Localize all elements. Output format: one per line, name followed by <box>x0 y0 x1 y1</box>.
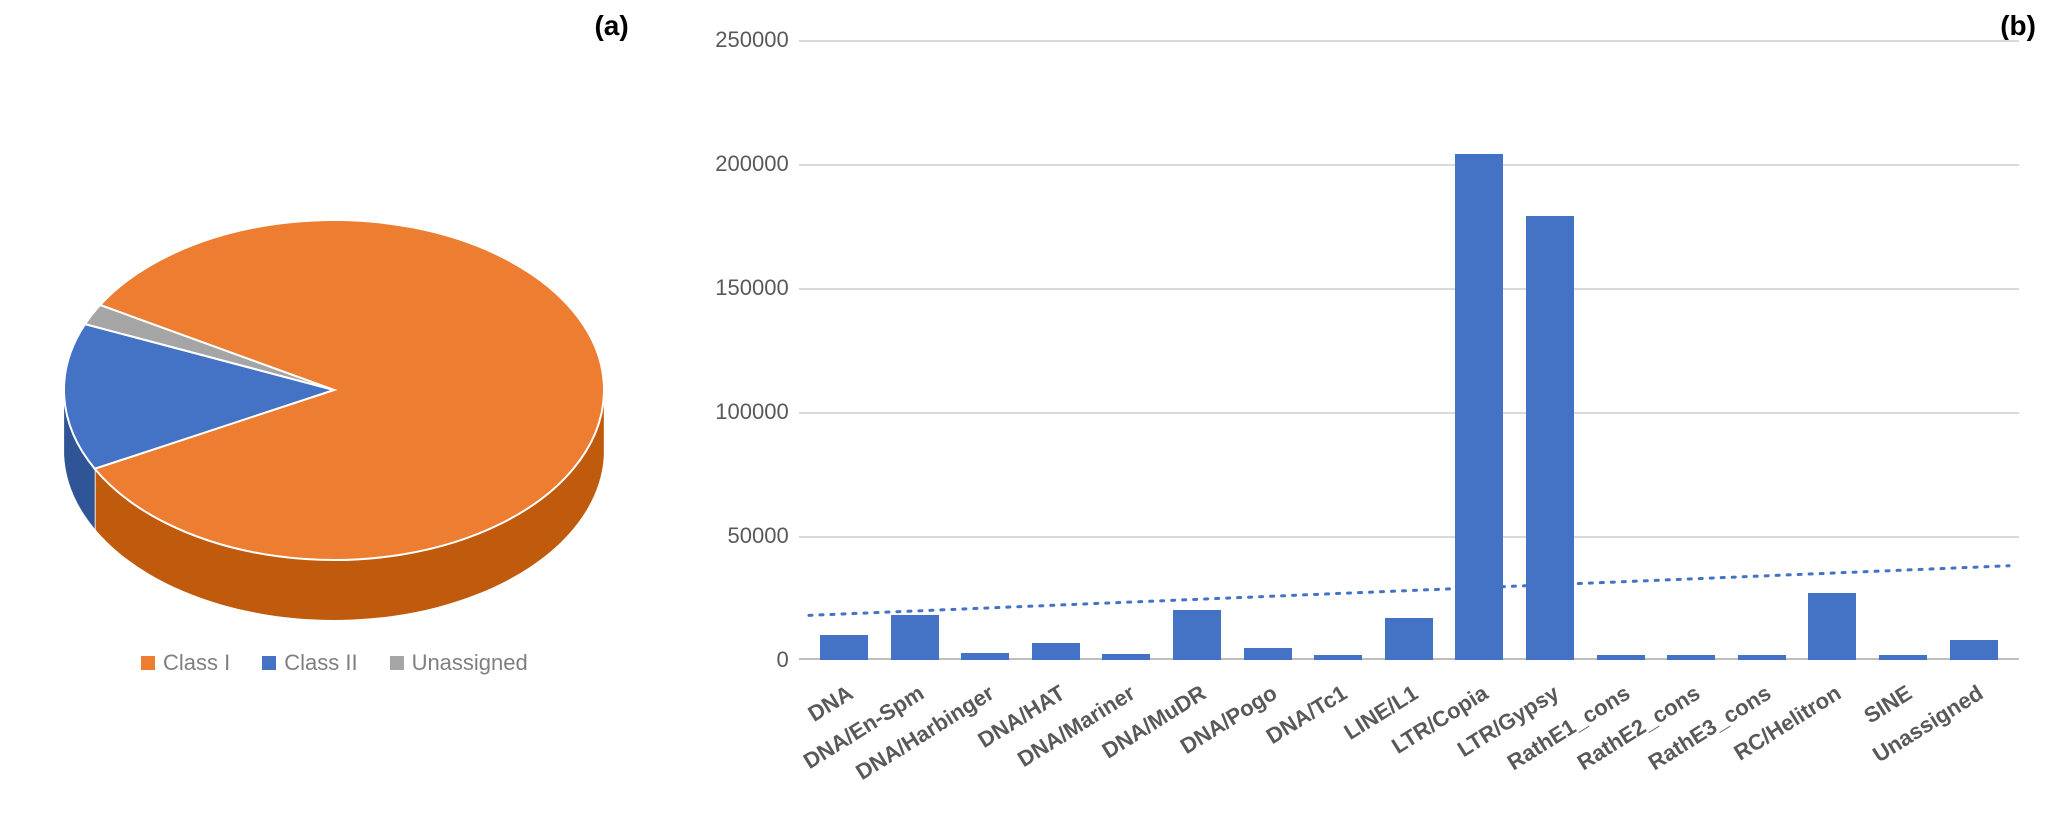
bar-slot <box>809 40 880 660</box>
bar <box>1597 655 1645 660</box>
bar-slot <box>1726 40 1797 660</box>
bar-slot <box>1021 40 1092 660</box>
bar-slot <box>1938 40 2009 660</box>
bar <box>1526 216 1574 660</box>
panel-b: (b) 050000100000150000200000250000 DNADN… <box>659 10 2046 830</box>
bar-slot <box>1797 40 1868 660</box>
bar-slot <box>1868 40 1939 660</box>
pie-chart <box>54 110 614 610</box>
bar-slot <box>950 40 1021 660</box>
bar <box>1808 593 1856 660</box>
bar <box>1314 655 1362 660</box>
legend-item: Unassigned <box>390 650 528 676</box>
bar-slot <box>1585 40 1656 660</box>
panel-b-label: (b) <box>2000 10 2036 42</box>
bar <box>1455 154 1503 660</box>
legend-label: Class II <box>284 650 357 676</box>
bar-slot <box>879 40 950 660</box>
bar <box>1738 655 1786 660</box>
panel-a-label: (a) <box>594 10 628 42</box>
bar-slot <box>1303 40 1374 660</box>
bar <box>1102 654 1150 660</box>
bar-slot <box>1444 40 1515 660</box>
pie-svg <box>54 190 614 630</box>
bar-slot <box>1515 40 1586 660</box>
xtick-label: DNA/Tc1 <box>1262 680 1352 750</box>
bar-slot <box>1162 40 1233 660</box>
pie-legend: Class I Class II Unassigned <box>141 650 528 676</box>
bar <box>1032 643 1080 660</box>
bar <box>1667 655 1715 660</box>
legend-swatch <box>262 656 276 670</box>
bar-slot <box>1373 40 1444 660</box>
bar-chart: 050000100000150000200000250000 DNADNA/En… <box>799 40 2019 660</box>
ytick-label: 0 <box>689 647 789 673</box>
bar <box>1879 655 1927 660</box>
bar-slot <box>1656 40 1727 660</box>
panel-a: (a) Class I Class II Unassigned <box>10 10 659 830</box>
legend-item: Class I <box>141 650 230 676</box>
legend-label: Unassigned <box>412 650 528 676</box>
bar <box>1385 618 1433 660</box>
legend-swatch <box>141 656 155 670</box>
bar-slot <box>1232 40 1303 660</box>
ytick-label: 250000 <box>689 27 789 53</box>
bar <box>891 615 939 660</box>
bar <box>1244 648 1292 660</box>
bar <box>820 635 868 660</box>
ytick-label: 150000 <box>689 275 789 301</box>
bar <box>1950 640 1998 660</box>
legend-item: Class II <box>262 650 357 676</box>
bar <box>961 653 1009 660</box>
bar-slot <box>1091 40 1162 660</box>
bar <box>1173 610 1221 660</box>
ytick-label: 100000 <box>689 399 789 425</box>
ytick-label: 50000 <box>689 523 789 549</box>
legend-swatch <box>390 656 404 670</box>
bars-container <box>799 40 2019 660</box>
ytick-label: 200000 <box>689 151 789 177</box>
legend-label: Class I <box>163 650 230 676</box>
